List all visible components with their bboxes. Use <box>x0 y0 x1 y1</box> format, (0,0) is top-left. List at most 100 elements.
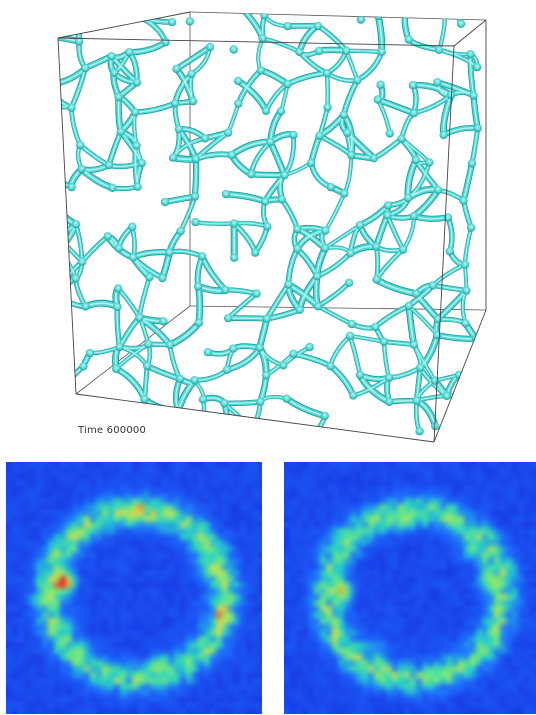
network-junction <box>409 211 419 221</box>
network-strand <box>345 50 358 81</box>
network-strand <box>261 36 301 54</box>
network-junction <box>200 134 210 143</box>
network-strand <box>403 12 446 17</box>
network-junction <box>467 159 477 168</box>
network-junction <box>170 99 180 108</box>
network-junction <box>356 15 366 24</box>
network-junction <box>50 123 51 131</box>
network-junction <box>262 314 272 323</box>
network-junction <box>58 229 60 239</box>
network-junction <box>439 12 449 13</box>
network-junction <box>50 104 57 112</box>
network-junction <box>397 134 406 143</box>
network-junction <box>320 411 329 421</box>
network-junction <box>256 397 265 406</box>
network-junction <box>107 52 116 61</box>
network-strand <box>197 425 234 442</box>
network-strand <box>54 201 55 234</box>
network-junction <box>224 313 233 323</box>
network-strand <box>375 214 389 248</box>
network-junction <box>132 141 141 150</box>
network-junction <box>320 244 330 253</box>
network-strand <box>58 392 85 407</box>
network-junction <box>114 92 123 102</box>
network-strand <box>250 173 286 176</box>
network-strand <box>58 233 61 250</box>
network-strand <box>54 201 55 234</box>
network-strand <box>287 433 316 439</box>
network-junction <box>416 363 425 372</box>
network-junction <box>289 349 298 358</box>
network-strand <box>58 401 85 429</box>
network-junction <box>466 223 476 232</box>
network-junction <box>430 376 440 385</box>
network-strand <box>196 424 235 442</box>
network-strand <box>78 12 121 21</box>
network-junction <box>75 37 84 46</box>
network-junction <box>256 66 265 75</box>
network-strand <box>58 166 74 190</box>
network-junction <box>428 281 438 290</box>
network-junction <box>193 282 203 291</box>
network-junction <box>115 6 123 12</box>
network-strand <box>147 407 182 439</box>
network-strand <box>50 85 53 108</box>
network-junction <box>289 130 298 140</box>
network-junction <box>445 247 454 256</box>
network-structure <box>50 6 484 442</box>
network-strand <box>81 403 110 414</box>
network-junction <box>187 69 196 79</box>
network-junction <box>160 197 170 207</box>
network-junction <box>194 318 204 327</box>
network-junction <box>466 50 475 59</box>
network-strand <box>355 49 384 83</box>
network-junction <box>321 226 330 235</box>
network-junction <box>433 78 442 87</box>
network-junction <box>353 76 362 85</box>
network-junction <box>229 45 238 54</box>
network-junction <box>220 399 229 408</box>
network-junction <box>344 278 354 287</box>
network-strand <box>50 168 54 201</box>
network-junction <box>261 106 271 116</box>
network-junction <box>263 222 272 231</box>
network-strand <box>58 291 59 327</box>
network-junction <box>293 244 302 253</box>
network-junction <box>446 90 456 100</box>
network-strand <box>79 401 112 417</box>
network-strand <box>286 246 300 287</box>
network-junction <box>462 286 471 295</box>
network-strand <box>84 55 113 69</box>
network-junction <box>135 12 145 22</box>
network-strand <box>116 12 143 20</box>
network-junction <box>144 340 153 349</box>
network-junction <box>385 129 394 138</box>
network-junction <box>461 319 470 328</box>
network-junction <box>67 182 76 192</box>
network-junction <box>284 433 293 442</box>
network-junction <box>143 361 152 371</box>
network-junction <box>372 275 381 284</box>
network-junction <box>79 362 88 371</box>
network-junction <box>409 108 419 118</box>
network-strand <box>149 409 180 436</box>
network-junction <box>408 81 418 90</box>
network-junction <box>69 436 79 442</box>
network-strand <box>118 12 141 18</box>
network-junction <box>323 103 332 112</box>
network-junction <box>137 158 146 168</box>
network-strand <box>227 292 258 319</box>
network-junction <box>282 394 291 403</box>
network-strand <box>115 12 143 21</box>
network-strand <box>317 305 353 325</box>
network-junction <box>103 232 112 241</box>
network-junction <box>385 397 394 407</box>
network-junction <box>469 91 478 100</box>
network-junction <box>255 343 264 352</box>
network-junction <box>77 400 87 409</box>
network-strand <box>58 290 60 328</box>
network-junction <box>415 427 424 436</box>
network-strand <box>58 381 60 396</box>
network-junction <box>280 170 289 180</box>
network-junction <box>326 361 335 371</box>
